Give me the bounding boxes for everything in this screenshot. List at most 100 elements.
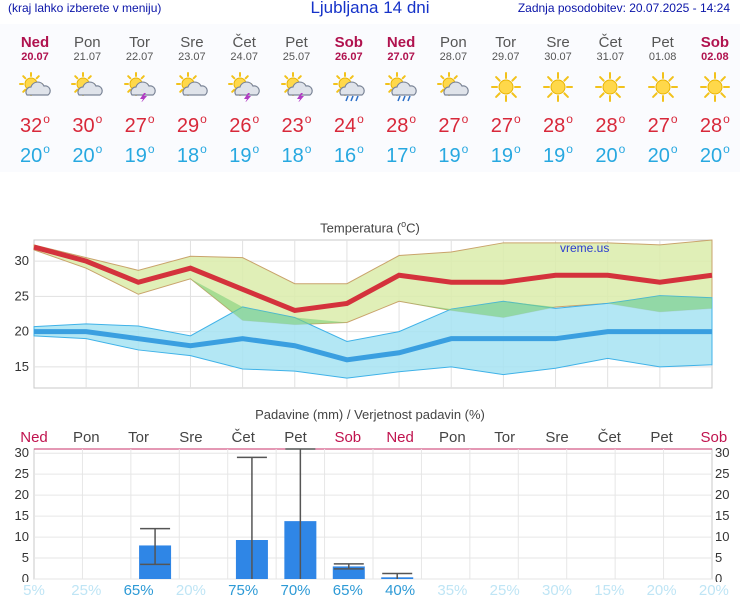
day-name: Sre bbox=[546, 34, 570, 51]
max-temperature: 28o bbox=[595, 112, 626, 137]
precip-day-label: Ned bbox=[20, 429, 48, 446]
forecast-day: Pet 01.08 27o 20o bbox=[637, 24, 689, 172]
day-date: 01.08 bbox=[648, 51, 677, 63]
raindrop-shape bbox=[397, 95, 401, 102]
top-bar: (kraj lahko izberete v meniju) Ljubljana… bbox=[0, 0, 740, 22]
y-tick-label-right: 30 bbox=[715, 445, 729, 460]
forecast-day: Čet 24.07 26o 19o bbox=[218, 24, 270, 172]
sun-cloud-rain-icon bbox=[332, 72, 365, 102]
degree-sign: o bbox=[409, 112, 417, 126]
y-tick-label: 15 bbox=[15, 359, 29, 374]
precipitation-probability: 15% bbox=[594, 582, 625, 599]
min-temperature: 19o bbox=[229, 142, 260, 167]
sun-cloud-icon bbox=[71, 72, 104, 96]
cloud-shape bbox=[339, 81, 365, 96]
min-temperature: 20o bbox=[595, 142, 626, 167]
precipitation-probability: 35% bbox=[437, 582, 468, 599]
degree-sign: o bbox=[566, 142, 573, 156]
raindrop-shape bbox=[350, 95, 354, 102]
sun-cloud-icon bbox=[437, 72, 470, 96]
raindrop-shape bbox=[407, 95, 411, 102]
y-tick-label-left: 20 bbox=[15, 487, 29, 502]
sun-shape bbox=[490, 72, 521, 102]
sun-icon bbox=[595, 72, 626, 102]
degree-sign: o bbox=[670, 142, 678, 156]
precipitation-probability: 20% bbox=[698, 582, 729, 599]
degree-sign: o bbox=[723, 142, 730, 156]
day-date: 24.07 bbox=[230, 51, 258, 63]
day-name: Ned bbox=[386, 34, 416, 51]
sun-shape bbox=[543, 72, 573, 102]
sun-shape bbox=[332, 72, 357, 96]
degree-sign: o bbox=[43, 142, 50, 156]
precip-day-label: Sob bbox=[701, 429, 728, 446]
sun-cloud-icon bbox=[19, 72, 51, 96]
precipitation-probability: 30% bbox=[541, 582, 573, 599]
cloud-shape bbox=[25, 81, 51, 96]
precip-day-label: Ned bbox=[386, 429, 414, 446]
page-title: Ljubljana 14 dni bbox=[310, 0, 430, 17]
cloud-shape bbox=[234, 81, 260, 96]
raindrop-shape bbox=[345, 95, 349, 102]
day-name: Pon bbox=[73, 34, 101, 51]
day-date: 30.07 bbox=[544, 51, 572, 63]
max-temperature: 30o bbox=[72, 112, 103, 137]
y-tick-label: 25 bbox=[15, 288, 29, 303]
degree-sign: o bbox=[147, 112, 155, 126]
precip-day-label: Tor bbox=[494, 429, 515, 446]
precip-day-label: Čet bbox=[598, 429, 622, 446]
location-menu-hint[interactable]: (kraj lahko izberete v meniju) bbox=[8, 1, 162, 15]
degree-sign: o bbox=[43, 112, 50, 126]
degree-sign: o bbox=[670, 112, 678, 126]
precip-day-label: Pet bbox=[284, 429, 307, 446]
min-temperature: 20o bbox=[20, 142, 50, 167]
min-temperature: 17o bbox=[386, 142, 417, 167]
last-update-text: Zadnja posodobitev: 20.07.2025 - 14:24 bbox=[517, 1, 730, 15]
raindrop-shape bbox=[355, 95, 359, 102]
forecast-day: Sob 02.08 28o 20o bbox=[689, 24, 740, 172]
day-date: 21.07 bbox=[73, 51, 102, 63]
sun-cloud-rain-icon bbox=[385, 72, 417, 102]
degree-sign: o bbox=[513, 112, 521, 126]
sun-shape bbox=[699, 72, 730, 102]
day-date: 31.07 bbox=[596, 51, 625, 63]
y-tick-label-right: 0 bbox=[715, 571, 722, 582]
sun-cloud-lightning-icon bbox=[123, 72, 156, 102]
cloud-shape bbox=[77, 81, 104, 96]
y-tick-label-right: 25 bbox=[715, 466, 729, 481]
precipitation-probability: 75% bbox=[228, 582, 259, 599]
y-tick-label-left: 5 bbox=[22, 550, 29, 565]
precipitation-probability: 25% bbox=[489, 582, 520, 599]
max-temperature: 32o bbox=[20, 112, 50, 137]
degree-sign: o bbox=[200, 112, 207, 126]
sun-cloud-icon bbox=[175, 72, 208, 96]
y-tick-label-right: 20 bbox=[715, 487, 729, 502]
y-tick-label-left: 25 bbox=[15, 466, 29, 481]
y-tick-label-right: 10 bbox=[715, 529, 729, 544]
y-tick-label-left: 15 bbox=[15, 508, 29, 523]
y-tick-label: 30 bbox=[15, 253, 29, 268]
forecast-day: Čet 31.07 28o 20o bbox=[584, 24, 636, 172]
sun-shape bbox=[595, 72, 626, 102]
forecast-day: Pon 21.07 30o 20o bbox=[61, 24, 113, 172]
min-temperature: 19o bbox=[438, 142, 469, 167]
min-temp-line bbox=[34, 329, 712, 363]
day-date: 02.08 bbox=[701, 51, 729, 63]
degree-sign: o bbox=[200, 142, 207, 156]
precipitation-probability: 70% bbox=[280, 582, 311, 599]
precipitation-probability: 25% bbox=[71, 582, 102, 599]
sun-icon bbox=[490, 72, 521, 102]
forecast-day: Ned 20.07 32o 20o bbox=[9, 24, 61, 172]
precip-day-label: Pet bbox=[650, 429, 673, 446]
cloud-shape bbox=[391, 81, 417, 96]
sun-icon bbox=[647, 72, 678, 102]
max-temp-line bbox=[33, 244, 713, 314]
y-tick-label-right: 5 bbox=[715, 550, 722, 565]
sun-cloud-lightning-icon bbox=[280, 72, 313, 102]
degree-sign: o bbox=[513, 142, 521, 156]
precipitation-probability: 5% bbox=[23, 582, 45, 599]
day-name: Ned bbox=[20, 34, 50, 51]
cloud-shape bbox=[443, 81, 470, 96]
degree-sign: o bbox=[357, 142, 364, 156]
degree-sign: o bbox=[618, 142, 626, 156]
